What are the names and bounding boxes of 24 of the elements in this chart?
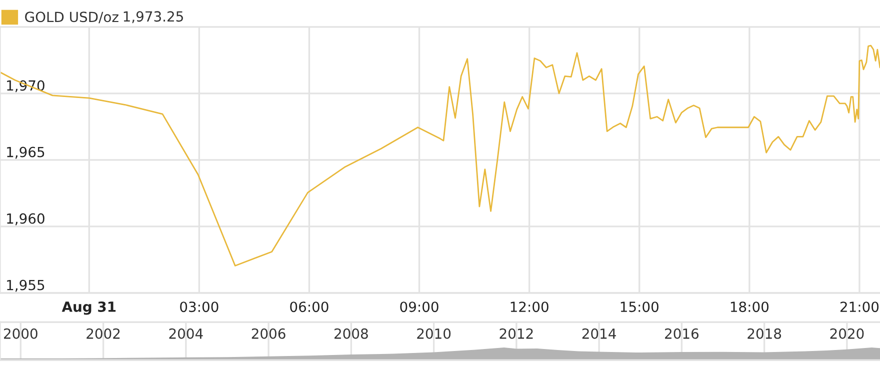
x-tick-label: 12:00 <box>510 302 548 312</box>
x-tick-label: 2014 <box>582 328 616 339</box>
y-tick-label: 1,960 <box>7 213 44 226</box>
x-tick-label: 2006 <box>252 328 286 339</box>
x-tick-label: 06:00 <box>290 302 328 312</box>
x-tick-label: 21:00 <box>840 302 879 312</box>
x-tick-label: 2020 <box>830 328 864 339</box>
x-tick-label: 2018 <box>748 328 782 339</box>
x-tick-label: 18:00 <box>730 302 769 312</box>
x-tick-label: 15:00 <box>620 302 658 312</box>
x-tick-label: 2010 <box>417 328 451 339</box>
x-tick-label: 2016 <box>665 328 698 339</box>
x-tick-label: 2002 <box>86 328 120 339</box>
x-tick-label: 2008 <box>334 328 368 339</box>
x-tick-label: 09:00 <box>400 302 438 312</box>
y-tick-label: 1,965 <box>7 146 44 159</box>
x-tick-label: 2004 <box>169 328 203 339</box>
legend-label: GOLD USD/oz <box>25 12 118 24</box>
text: 1,973.25 <box>124 11 183 24</box>
x-tick-label: Aug 31 <box>62 301 116 315</box>
x-tick-label: 2012 <box>500 328 533 339</box>
y-tick-label: 1,955 <box>7 280 44 292</box>
x-tick-label: 2000 <box>4 328 38 339</box>
x-tick-label: 03:00 <box>180 302 218 312</box>
